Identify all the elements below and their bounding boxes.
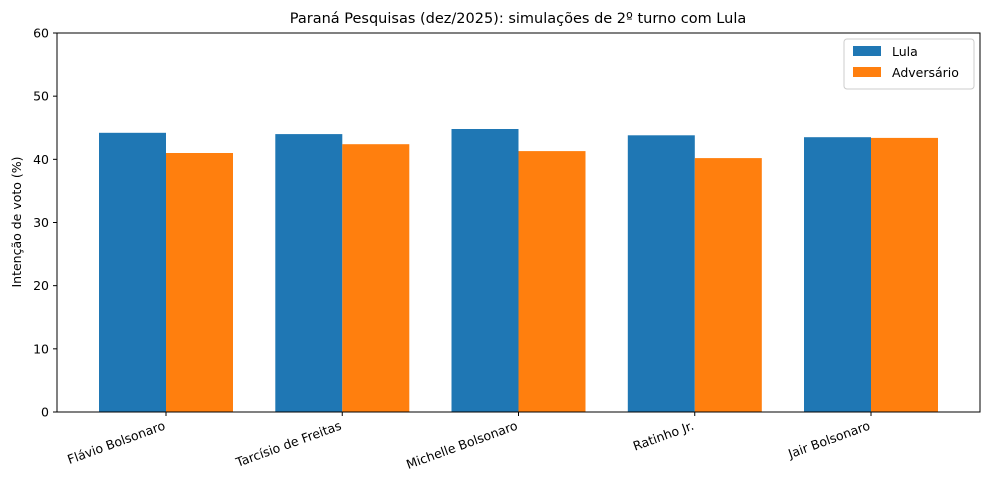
y-axis-label: Intenção de voto (%) (9, 156, 24, 287)
y-tick-label: 50 (33, 89, 49, 104)
legend-label-lula: Lula (892, 44, 918, 59)
bars-group (99, 129, 938, 413)
legend-swatch-lula (853, 46, 881, 56)
bar-lula (627, 135, 695, 413)
y-tick-label: 10 (33, 341, 49, 356)
bar-lula (451, 129, 519, 412)
bar-lula (275, 134, 343, 412)
y-axis: 0 10 20 30 40 50 60 (33, 26, 57, 420)
y-tick-label: 60 (33, 26, 49, 41)
legend-label-adversario: Adversário (892, 65, 959, 80)
bar-lula (99, 132, 166, 413)
y-tick-label: 40 (33, 152, 49, 167)
x-tick-label: Tarcísio de Freitas (233, 418, 343, 470)
axes-frame (56, 32, 981, 413)
bar-adversario (694, 158, 762, 412)
y-tick-label: 20 (33, 278, 49, 293)
chart-title: Paraná Pesquisas (dez/2025): simulações … (290, 11, 746, 27)
bar-adversario (871, 137, 938, 412)
x-tick-label: Flávio Bolsonaro (65, 418, 167, 467)
x-axis: Flávio Bolsonaro Tarcísio de Freitas Miche… (65, 412, 872, 472)
bar-lula (804, 137, 871, 412)
bar-adversario (166, 153, 233, 412)
bar-adversario (342, 144, 410, 412)
x-tick-label: Michelle Bolsonaro (404, 418, 519, 472)
y-tick-label: 0 (41, 405, 49, 420)
x-tick-label: Ratinho Jr. (631, 418, 696, 454)
bar-adversario (518, 151, 586, 412)
legend: Lula Adversário (843, 38, 975, 90)
y-tick-label: 30 (33, 215, 49, 230)
legend-swatch-adversario (853, 67, 881, 77)
x-tick-label: Jair Bolsonaro (785, 418, 872, 462)
